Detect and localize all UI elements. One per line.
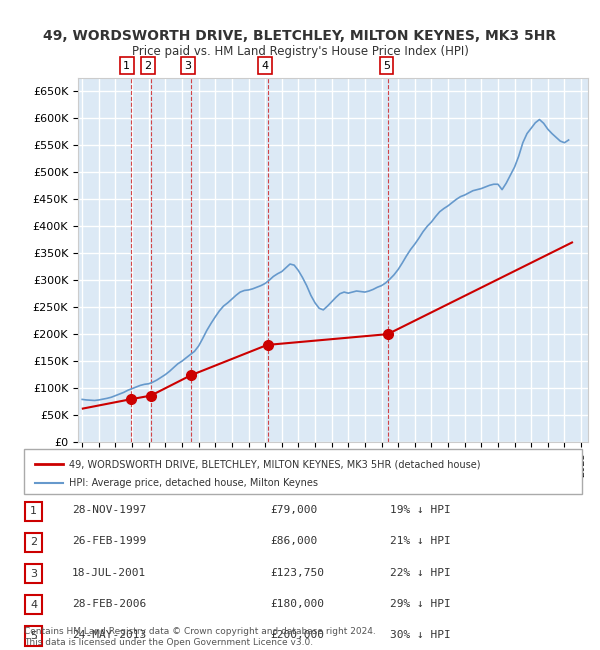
Text: 3: 3 [30, 569, 37, 578]
Text: 19% ↓ HPI: 19% ↓ HPI [390, 505, 451, 515]
FancyBboxPatch shape [24, 448, 582, 494]
FancyBboxPatch shape [25, 564, 42, 583]
Text: 29% ↓ HPI: 29% ↓ HPI [390, 599, 451, 609]
Text: 3: 3 [184, 60, 191, 71]
Text: 21% ↓ HPI: 21% ↓ HPI [390, 536, 451, 547]
Text: £86,000: £86,000 [270, 536, 317, 547]
Text: £123,750: £123,750 [270, 567, 324, 578]
Text: 4: 4 [30, 600, 37, 610]
Text: 22% ↓ HPI: 22% ↓ HPI [390, 567, 451, 578]
FancyBboxPatch shape [25, 627, 42, 645]
Text: 28-FEB-2006: 28-FEB-2006 [72, 599, 146, 609]
FancyBboxPatch shape [25, 533, 42, 552]
Text: 5: 5 [30, 631, 37, 641]
Text: 26-FEB-1999: 26-FEB-1999 [72, 536, 146, 547]
Text: 24-MAY-2013: 24-MAY-2013 [72, 630, 146, 640]
Text: 49, WORDSWORTH DRIVE, BLETCHLEY, MILTON KEYNES, MK3 5HR: 49, WORDSWORTH DRIVE, BLETCHLEY, MILTON … [43, 29, 557, 44]
Text: 18-JUL-2001: 18-JUL-2001 [72, 567, 146, 578]
Text: 2: 2 [30, 538, 37, 547]
Text: HPI: Average price, detached house, Milton Keynes: HPI: Average price, detached house, Milt… [68, 478, 317, 488]
Text: 1: 1 [123, 60, 130, 71]
Text: Price paid vs. HM Land Registry's House Price Index (HPI): Price paid vs. HM Land Registry's House … [131, 46, 469, 58]
Text: £79,000: £79,000 [270, 505, 317, 515]
Text: 49, WORDSWORTH DRIVE, BLETCHLEY, MILTON KEYNES, MK3 5HR (detached house): 49, WORDSWORTH DRIVE, BLETCHLEY, MILTON … [68, 460, 480, 469]
Text: 2: 2 [144, 60, 151, 71]
Text: £200,000: £200,000 [270, 630, 324, 640]
Text: £180,000: £180,000 [270, 599, 324, 609]
FancyBboxPatch shape [25, 502, 42, 521]
Text: Contains HM Land Registry data © Crown copyright and database right 2024.
This d: Contains HM Land Registry data © Crown c… [24, 627, 376, 647]
Text: 28-NOV-1997: 28-NOV-1997 [72, 505, 146, 515]
FancyBboxPatch shape [25, 595, 42, 614]
Text: 30% ↓ HPI: 30% ↓ HPI [390, 630, 451, 640]
Text: 5: 5 [383, 60, 390, 71]
Text: 4: 4 [262, 60, 269, 71]
Text: 1: 1 [30, 506, 37, 516]
